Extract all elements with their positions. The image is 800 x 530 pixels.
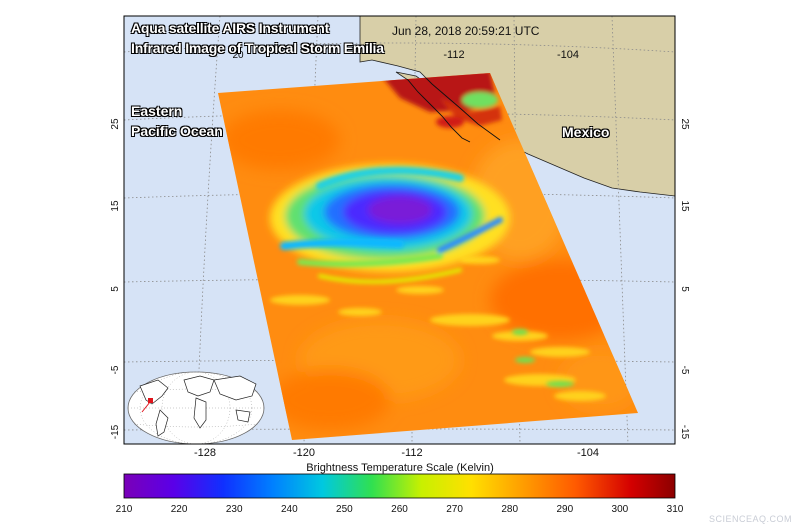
lon-tick-bottom-1: -128: [194, 447, 216, 459]
lat-tick-left-1: 25: [110, 118, 121, 130]
inset-globe: [127, 371, 265, 444]
lon-tick-bottom-3: -112: [401, 447, 422, 459]
lon-tick-bottom-4: -104: [577, 447, 599, 459]
scale-tick-label: 290: [556, 504, 573, 515]
scale-tick-label: 260: [391, 504, 408, 515]
lon-tick-top-2: -104: [557, 49, 579, 61]
scale-tick-label: 220: [171, 504, 188, 515]
color-bar-ticks: 210 220 230 240 250 260 270 280 290 300 310: [116, 504, 684, 515]
lat-tick-right-4: -5: [679, 366, 690, 375]
scale-tick-label: 270: [446, 504, 463, 515]
title-line-1: Aqua satellite AIRS Instrument: [131, 20, 330, 36]
lat-tick-right-3: 5: [679, 286, 690, 292]
title-line-2: Infrared Image of Tropical Storm Emilia: [131, 40, 384, 56]
scale-tick-label: 240: [281, 504, 298, 515]
lon-tick-bottom-2: -120: [293, 447, 315, 459]
scale-tick-label: 230: [226, 504, 243, 515]
scale-tick-label: 250: [336, 504, 353, 515]
lat-tick-left-2: 15: [110, 200, 121, 212]
scale-tick-label: 210: [116, 504, 133, 515]
lat-tick-right-5: -15: [679, 425, 690, 440]
lat-tick-right-2: 15: [679, 200, 690, 212]
timestamp: Jun 28, 2018 20:59:21 UTC: [392, 24, 540, 38]
scale-tick-label: 310: [667, 504, 684, 515]
lon-tick-top-1: -112: [443, 49, 464, 61]
scale-tick-label: 280: [501, 504, 518, 515]
lat-tick-right-1: 25: [679, 118, 690, 130]
scale-title: Brightness Temperature Scale (Kelvin): [306, 462, 494, 474]
storm-location-marker: [148, 398, 153, 403]
scale-tick-label: 300: [612, 504, 629, 515]
watermark-credit: SCIENCEAQ.COM: [708, 514, 792, 524]
label-pacific-ocean: Pacific Ocean: [131, 123, 223, 139]
label-eastern: Eastern: [131, 103, 183, 119]
lat-tick-left-5: -15: [110, 424, 121, 439]
temperature-color-bar: [123, 473, 676, 499]
lat-tick-top: 20: [232, 50, 244, 61]
lat-tick-left-4: -5: [110, 365, 121, 374]
lat-tick-left-3: 5: [110, 286, 121, 292]
map-frame: [124, 16, 675, 444]
label-mexico: Mexico: [562, 124, 610, 140]
